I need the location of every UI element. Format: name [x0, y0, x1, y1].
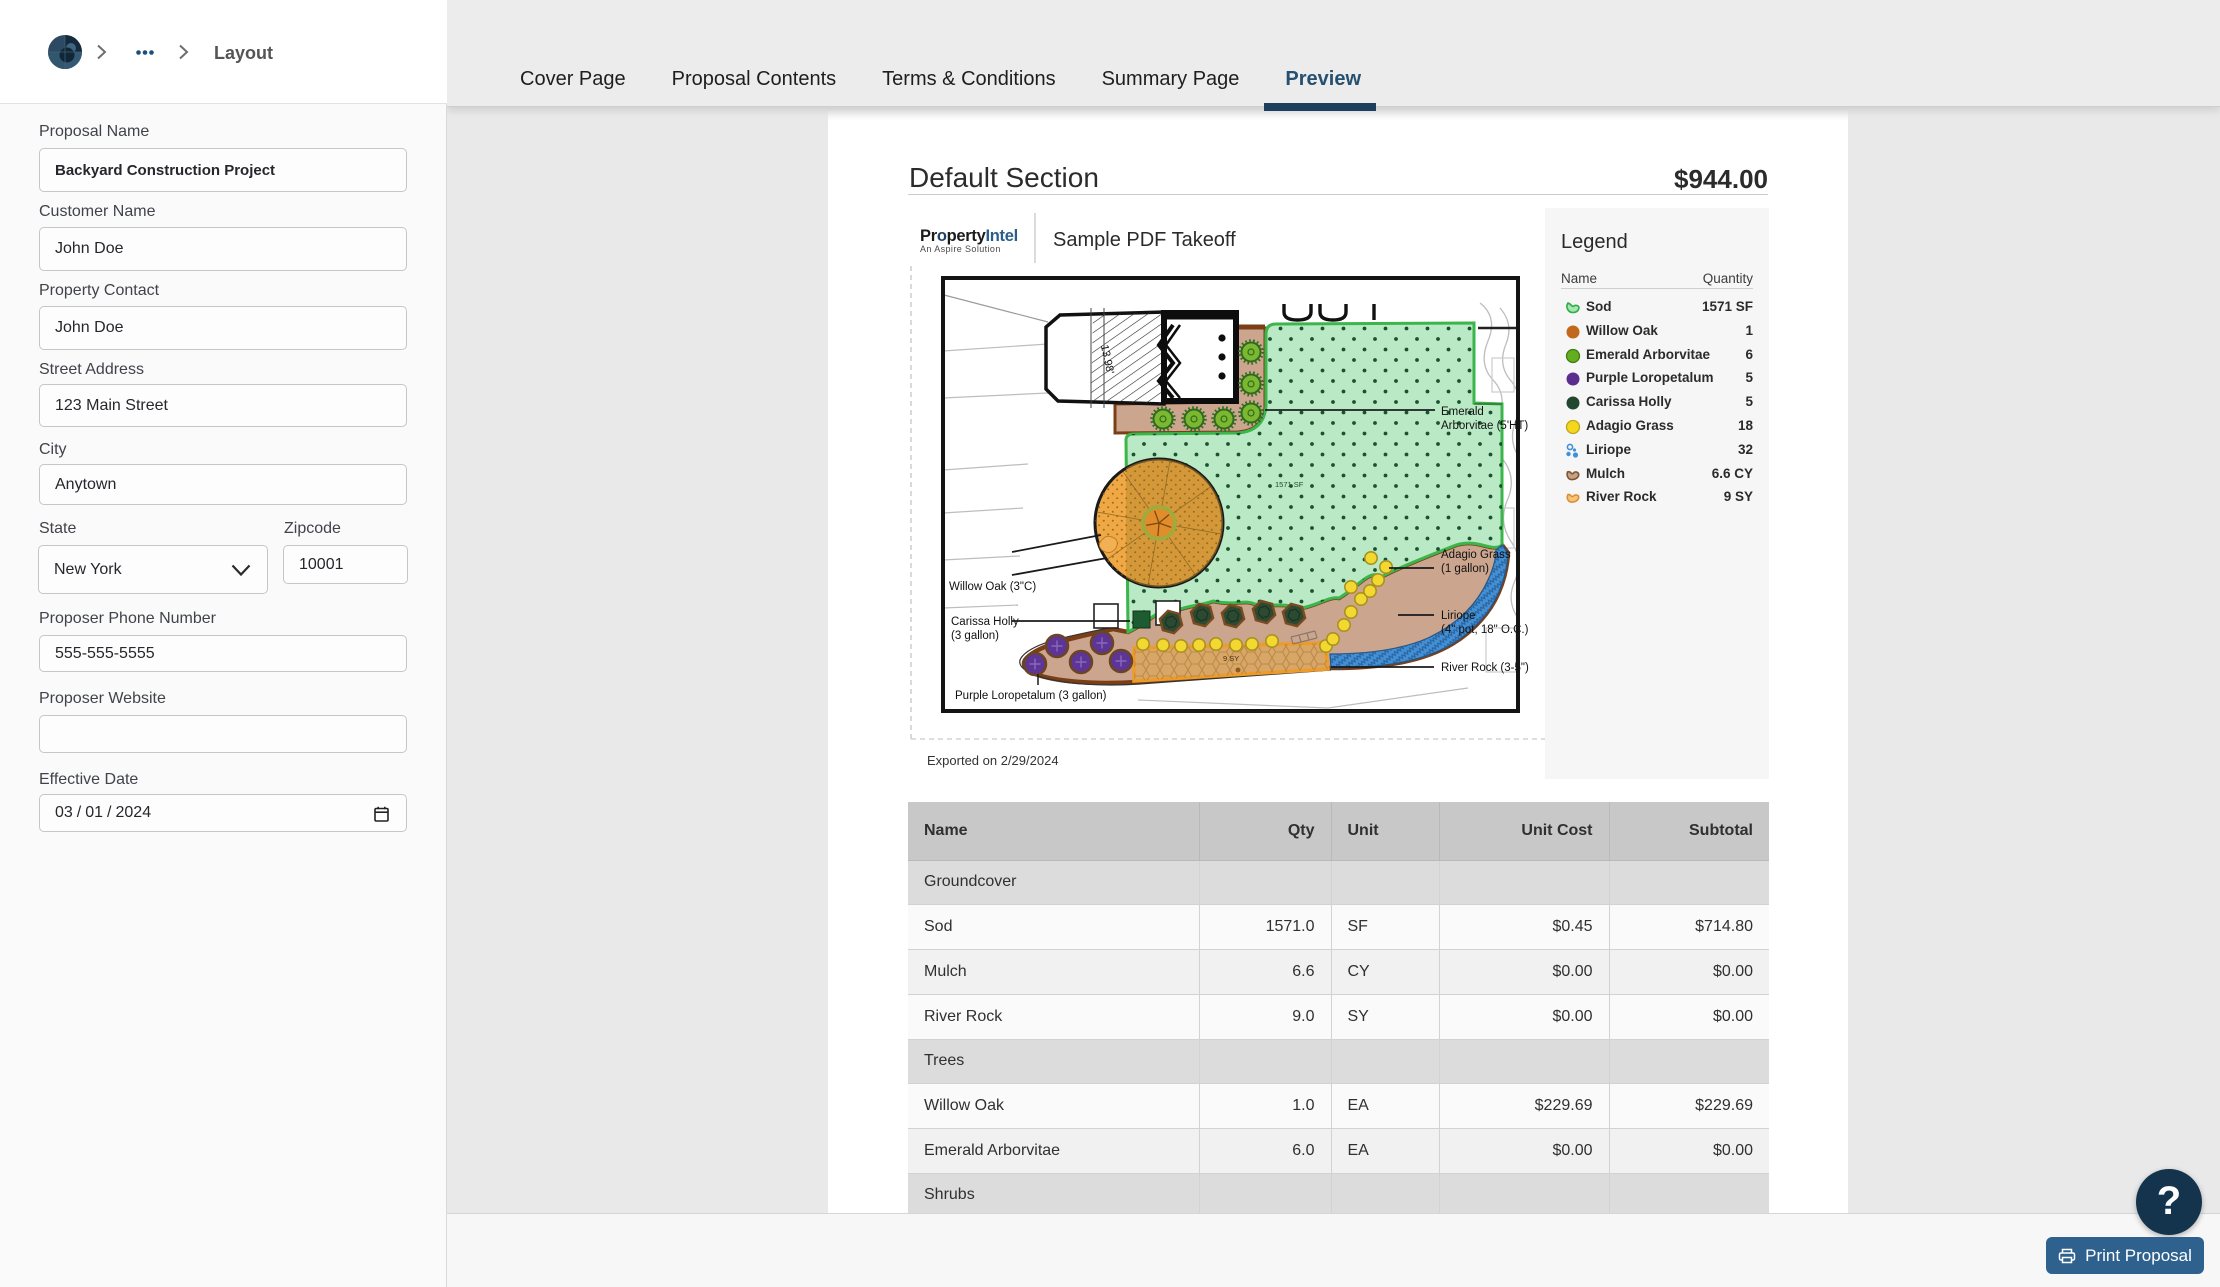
svg-text:9 SY: 9 SY	[1223, 654, 1239, 663]
svg-text:Liriope: Liriope	[1441, 610, 1476, 622]
svg-text:PropertyIntel: PropertyIntel	[920, 227, 1018, 245]
svg-text:(3 gallon): (3 gallon)	[951, 630, 999, 642]
svg-text:Carissa Holly: Carissa Holly	[951, 616, 1019, 628]
svg-text:(4" pot, 18" O.C.): (4" pot, 18" O.C.)	[1441, 624, 1529, 636]
svg-text:Arborvitae (5'HT): Arborvitae (5'HT)	[1441, 420, 1528, 432]
svg-text:Purple Loropetalum (3 gallon): Purple Loropetalum (3 gallon)	[955, 690, 1107, 702]
svg-text:(1 gallon): (1 gallon)	[1441, 563, 1489, 575]
svg-text:River Rock (3-5"): River Rock (3-5")	[1441, 662, 1529, 674]
svg-text:Sample PDF Takeoff: Sample PDF Takeoff	[1053, 229, 1236, 251]
svg-text:An Aspire Solution: An Aspire Solution	[920, 244, 1001, 254]
svg-text:Willow Oak (3"C): Willow Oak (3"C)	[949, 581, 1036, 593]
svg-text:Adagio Grass: Adagio Grass	[1441, 549, 1511, 561]
svg-text:Emerald: Emerald	[1441, 406, 1484, 418]
svg-text:1571 SF: 1571 SF	[1275, 480, 1304, 489]
svg-text:Exported on 2/29/2024: Exported on 2/29/2024	[927, 753, 1059, 768]
